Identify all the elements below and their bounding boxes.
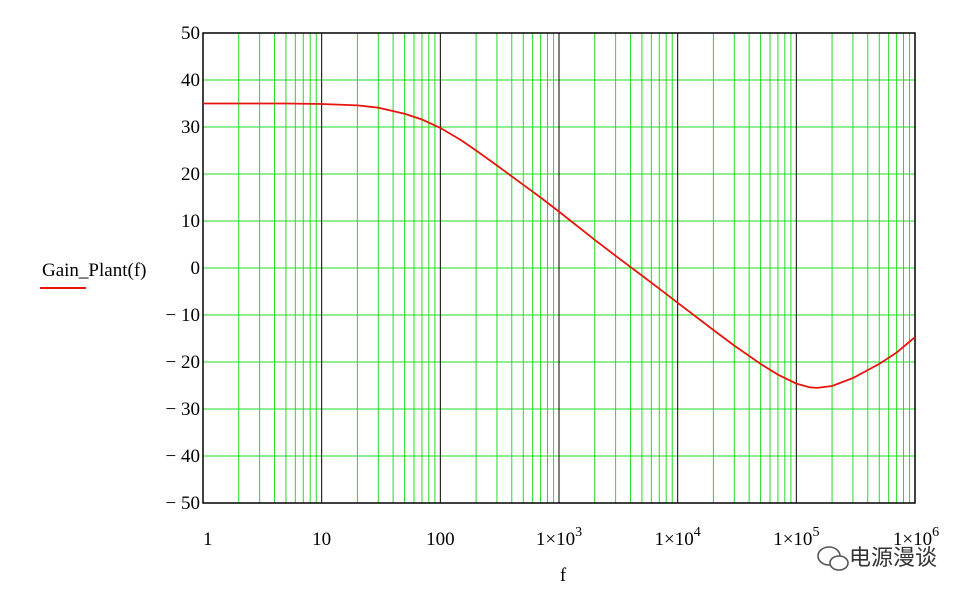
legend-label: Gain_Plant(f) [42, 260, 146, 281]
x-tick-label: 1×103 [536, 525, 582, 550]
y-tick-label: 50 [181, 23, 200, 44]
y-tick-label: − 50 [166, 493, 200, 514]
y-tick-label: − 40 [166, 446, 200, 467]
y-tick-label: 30 [181, 117, 200, 138]
y-tick-label: 10 [181, 211, 200, 232]
y-tick-label: 20 [181, 164, 200, 185]
y-tick-labels: 50 40 30 20 10 0 − 10 − 20 − 30 − 40 − 50 [166, 23, 200, 514]
x-tick-label: 100 [426, 529, 455, 550]
x-tick-label: 1 [203, 529, 213, 550]
y-tick-label: − 20 [166, 352, 200, 373]
y-tick-label: − 10 [166, 305, 200, 326]
x-axis-label: f [560, 565, 567, 586]
x-tick-label: 1×105 [773, 525, 819, 550]
x-tick-label: 1×106 [893, 525, 939, 550]
x-tick-labels: 1 10 100 1×103 1×104 1×105 1×106 [203, 525, 939, 550]
y-tick-label: 40 [181, 70, 200, 91]
plot-frame [202, 32, 916, 504]
wechat-icon [817, 546, 849, 571]
major-gridlines [321, 33, 797, 503]
x-tick-label: 10 [312, 529, 331, 550]
watermark-text: 电源漫谈 [849, 546, 937, 571]
x-tick-label: 1×104 [655, 525, 701, 550]
y-tick-label: 0 [191, 258, 201, 279]
series-line-gain-plant [203, 102, 916, 389]
y-tick-label: − 30 [166, 399, 200, 420]
watermark: 电源漫谈 [817, 546, 937, 571]
